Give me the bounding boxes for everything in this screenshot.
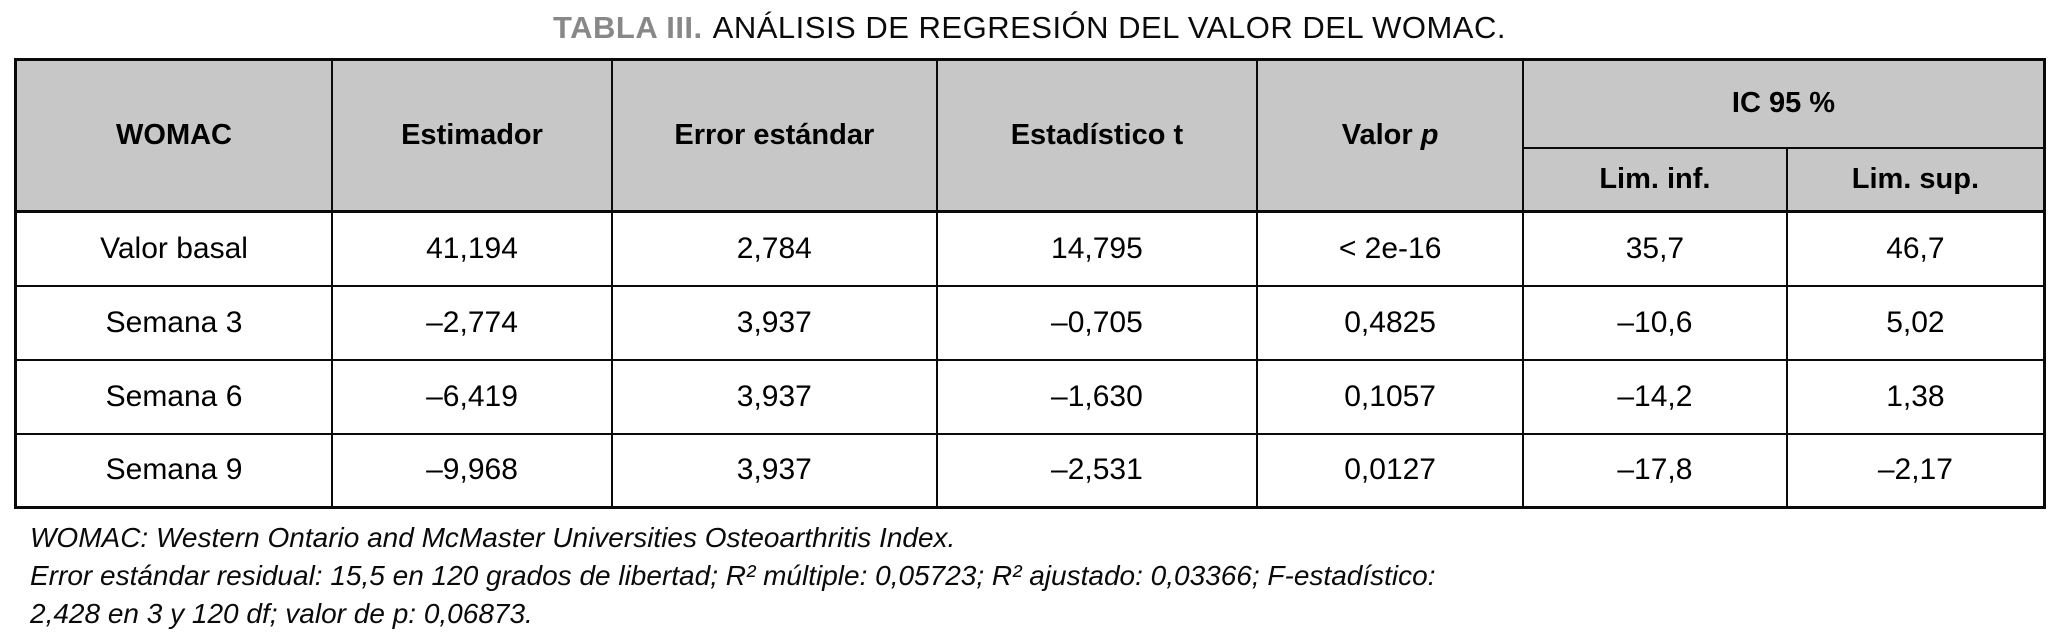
table-cell: –9,968 — [331, 432, 614, 509]
table-cell: 3,937 — [611, 358, 938, 435]
table-cell: Valor basal — [14, 210, 334, 287]
table-cell: 46,7 — [1785, 210, 2046, 287]
table-cell: Semana 6 — [14, 358, 334, 435]
header-lim-sup: Lim. sup. — [1785, 146, 2046, 213]
table-cell: 0,1057 — [1256, 358, 1525, 435]
table-cell: –6,419 — [331, 358, 614, 435]
table-cell: 3,937 — [611, 284, 938, 361]
header-valor-p: Valor p — [1256, 58, 1525, 213]
table-footnotes: WOMAC: Western Ontario and McMaster Univ… — [30, 519, 2059, 633]
table-cell: 0,0127 — [1256, 432, 1525, 509]
table-cell: –2,531 — [935, 432, 1259, 509]
header-estimador: Estimador — [331, 58, 614, 213]
regression-table: WOMAC Estimador Error estándar Estadísti… — [14, 58, 2046, 509]
table-cell: –0,705 — [935, 284, 1259, 361]
table-cell: < 2e-16 — [1256, 210, 1525, 287]
header-valor-p-prefix: Valor — [1341, 119, 1413, 151]
table-cell: –1,630 — [935, 358, 1259, 435]
table-cell: Semana 3 — [14, 284, 334, 361]
table-cell: –17,8 — [1522, 432, 1788, 509]
table-row: Semana 3 –2,774 3,937 –0,705 0,4825 –10,… — [14, 284, 2046, 361]
table-cell: –14,2 — [1522, 358, 1788, 435]
table-cell: 0,4825 — [1256, 284, 1525, 361]
table-title: TABLA III. ANÁLISIS DE REGRESIÓN DEL VALO… — [0, 0, 2059, 46]
table-cell: 5,02 — [1785, 284, 2046, 361]
header-estadistico-t: Estadístico t — [935, 58, 1259, 213]
footnote-model-stats-2: 2,428 en 3 y 120 df; valor de p: 0,06873… — [30, 598, 533, 629]
header-row-sub: Lim. inf. Lim. sup. — [16, 146, 2046, 213]
table-header: WOMAC Estimador Error estándar Estadísti… — [14, 58, 2046, 213]
table-cell: –2,17 — [1785, 432, 2046, 509]
header-lim-inf: Lim. inf. — [1522, 146, 1788, 213]
table-body: Valor basal 41,194 2,784 14,795 < 2e-16 … — [14, 210, 2046, 509]
table-cell: –10,6 — [1522, 284, 1788, 361]
header-valor-p-symbol: p — [1420, 119, 1439, 151]
table-row: Semana 9 –9,968 3,937 –2,531 0,0127 –17,… — [14, 432, 2046, 509]
table-cell: 35,7 — [1522, 210, 1788, 287]
table-cell: 14,795 — [935, 210, 1259, 287]
table-cell: Semana 9 — [14, 432, 334, 509]
table-title-label: TABLA III. — [553, 10, 703, 45]
table-cell: 41,194 — [331, 210, 614, 287]
table-cell: 2,784 — [611, 210, 938, 287]
table-row: Valor basal 41,194 2,784 14,795 < 2e-16 … — [14, 210, 2046, 287]
table-row: Semana 6 –6,419 3,937 –1,630 0,1057 –14,… — [14, 358, 2046, 435]
table-cell: –2,774 — [331, 284, 614, 361]
header-error-estandar: Error estándar — [611, 58, 938, 213]
footnote-womac-definition: WOMAC: Western Ontario and McMaster Univ… — [30, 522, 956, 553]
table-title-text: ANÁLISIS DE REGRESIÓN DEL VALOR DEL WOMA… — [712, 10, 1506, 45]
table-cell: 1,38 — [1785, 358, 2046, 435]
header-ic-group: IC 95 % — [1522, 58, 2046, 149]
header-row-main: WOMAC Estimador Error estándar Estadísti… — [14, 58, 2046, 213]
footnote-model-stats-1: Error estándar residual: 15,5 en 120 gra… — [30, 560, 1436, 591]
table-cell: 3,937 — [611, 432, 938, 509]
header-womac: WOMAC — [14, 58, 334, 213]
